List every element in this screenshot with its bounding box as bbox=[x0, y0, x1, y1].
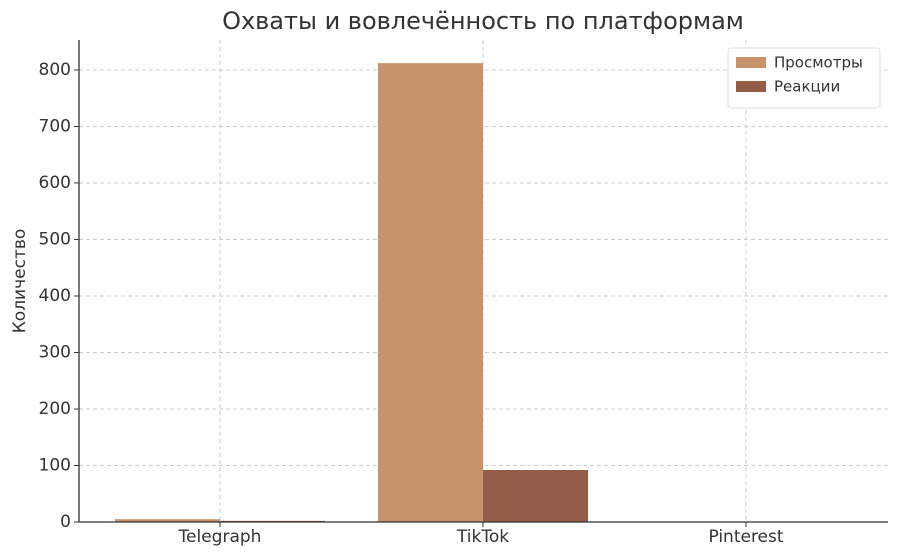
y-tick-label: 500 bbox=[39, 229, 71, 249]
y-tick-label: 300 bbox=[39, 342, 71, 362]
legend-swatch bbox=[736, 81, 766, 92]
y-tick-label: 0 bbox=[60, 512, 71, 532]
y-tick-label: 600 bbox=[39, 173, 71, 193]
x-tick-label: TikTok bbox=[456, 527, 509, 547]
y-tick-label: 100 bbox=[39, 455, 71, 475]
y-tick-label: 800 bbox=[39, 60, 71, 80]
bar bbox=[483, 470, 588, 522]
y-tick-label: 400 bbox=[39, 286, 71, 306]
legend-swatch bbox=[736, 57, 766, 68]
y-tick-label: 700 bbox=[39, 116, 71, 136]
bar bbox=[378, 63, 483, 523]
x-tick-label: Pinterest bbox=[708, 527, 783, 547]
bar bbox=[115, 519, 220, 522]
legend-label: Просмотры bbox=[774, 54, 863, 72]
legend-label: Реакции bbox=[774, 78, 840, 96]
y-axis-label: Количество bbox=[10, 229, 30, 334]
x-tick-label: Telegraph bbox=[178, 527, 262, 547]
chart-title: Охваты и вовлечённость по платформам bbox=[222, 7, 744, 35]
y-tick-label: 200 bbox=[39, 399, 71, 419]
